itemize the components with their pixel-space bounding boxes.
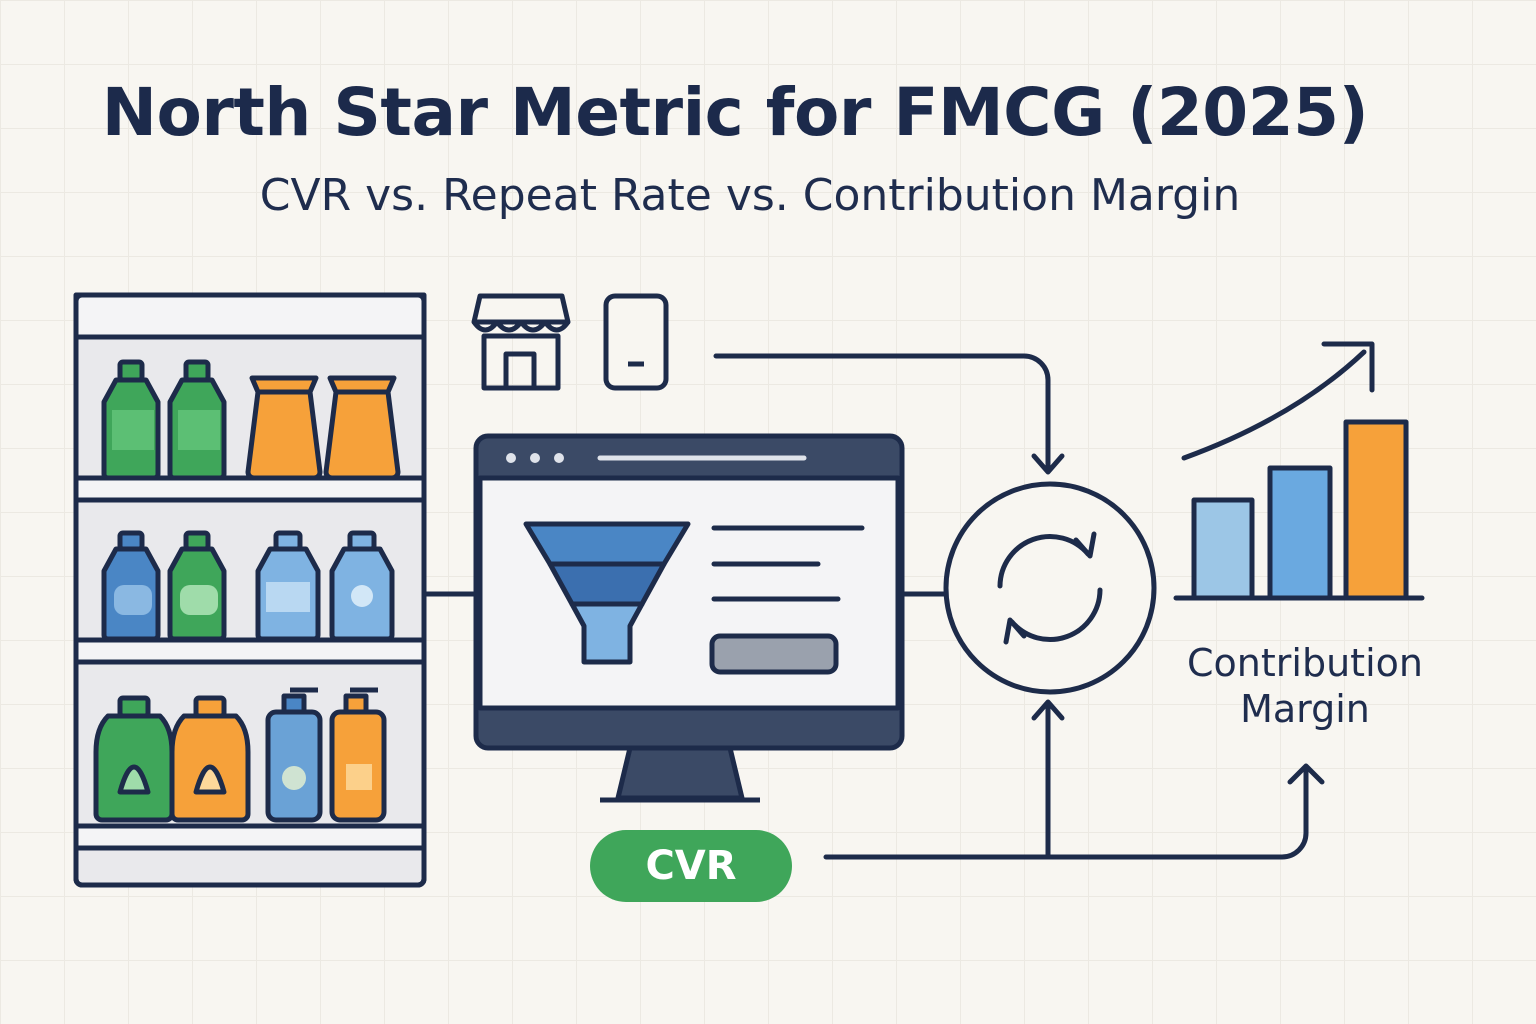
storefront-icon	[471, 293, 571, 391]
trend-arrow-icon	[1181, 341, 1375, 461]
pump-bottle-icon	[329, 687, 387, 823]
arrow-to-contribution	[823, 763, 1325, 860]
water-bottle-icon	[329, 530, 395, 642]
green-bottle-icon	[167, 359, 227, 481]
bar-chart-icon	[1173, 419, 1425, 601]
page-title: North Star Metric for FMCG (2025)	[101, 74, 1369, 151]
green-bottle-icon	[101, 359, 161, 481]
cvr-badge: CVR	[590, 830, 792, 902]
pump-bottle-icon	[265, 687, 323, 823]
snack-bag-icon	[323, 375, 401, 481]
arrow-to-cycle	[713, 353, 1065, 475]
water-bottle-icon	[255, 530, 321, 642]
refresh-cycle-icon	[943, 481, 1157, 695]
mobile-phone-icon	[603, 293, 669, 391]
contribution-margin-label: Contribution Margin	[1150, 640, 1460, 732]
contribution-margin-line1: Contribution	[1187, 641, 1423, 685]
green-bottle-icon	[167, 530, 227, 642]
page-subtitle: CVR vs. Repeat Rate vs. Contribution Mar…	[259, 170, 1241, 221]
detergent-bottle-icon	[169, 695, 251, 823]
arrow-to-cycle	[1031, 699, 1065, 858]
store-shelf-icon	[73, 292, 427, 888]
page-content-lines	[711, 525, 865, 602]
funnel-icon	[523, 521, 691, 665]
cta-button[interactable]	[709, 633, 839, 675]
monitor-icon	[473, 433, 905, 803]
contribution-margin-line2: Margin	[1240, 687, 1370, 731]
snack-bag-icon	[245, 375, 323, 481]
blue-bottle-icon	[101, 530, 161, 642]
detergent-bottle-icon	[93, 695, 175, 823]
